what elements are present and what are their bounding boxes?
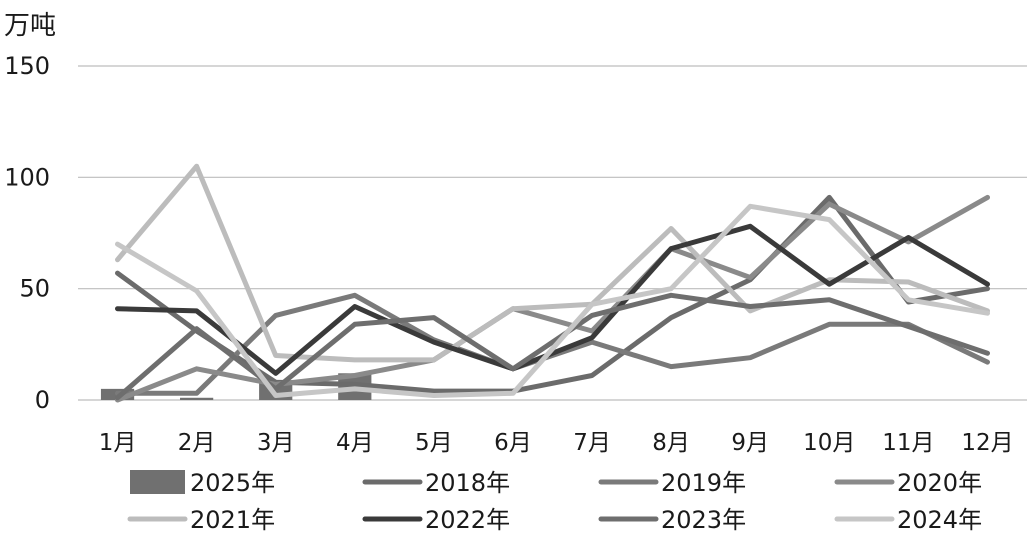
x-tick-label: 5月 (415, 430, 453, 456)
series-line-5 (115, 223, 990, 376)
x-tick-label: 9月 (731, 430, 769, 456)
x-tick-labels: 1月 2月 3月 4月 5月 6月 7月 8月 9月 10月 11月 12月 (99, 430, 1014, 456)
series-line-1 (115, 194, 990, 394)
x-tick-label: 2月 (178, 430, 216, 456)
legend-label: 2024年 (897, 506, 982, 534)
x-tick-label: 12月 (961, 430, 1013, 456)
legend-label: 2022年 (425, 506, 510, 534)
legend-swatch-bar (130, 470, 185, 494)
legend-label: 2020年 (897, 469, 982, 497)
y-tick-label: 100 (4, 163, 50, 191)
series-line-7 (115, 203, 990, 398)
y-tick-label: 50 (19, 275, 50, 303)
gridlines (78, 65, 1027, 401)
bar-2025-2 (180, 397, 214, 400)
legend: 2025年 2018年 2019年 2020年 2021年 2022年 2023年 2024年 (127, 469, 982, 534)
x-tick-label: 4月 (336, 430, 374, 456)
legend-label: 2025年 (190, 469, 275, 497)
legend-label: 2019年 (661, 469, 746, 497)
y-tick-label: 150 (4, 52, 50, 80)
x-tick-label: 8月 (652, 430, 690, 456)
x-tick-label: 10月 (803, 430, 855, 456)
x-tick-label: 3月 (257, 430, 295, 456)
x-tick-label: 7月 (573, 430, 611, 456)
y-axis-unit-label: 万吨 (4, 11, 56, 41)
legend-label: 2023年 (661, 506, 746, 534)
line-series (115, 163, 990, 403)
x-tick-label: 6月 (494, 430, 532, 456)
y-tick-labels: 0 50 100 150 (4, 52, 50, 414)
x-tick-label: 1月 (99, 430, 137, 456)
legend-label: 2021年 (190, 506, 275, 534)
y-tick-label: 0 (35, 386, 50, 414)
legend-label: 2018年 (425, 469, 510, 497)
x-tick-label: 11月 (882, 430, 934, 456)
series-line-4 (115, 163, 990, 363)
